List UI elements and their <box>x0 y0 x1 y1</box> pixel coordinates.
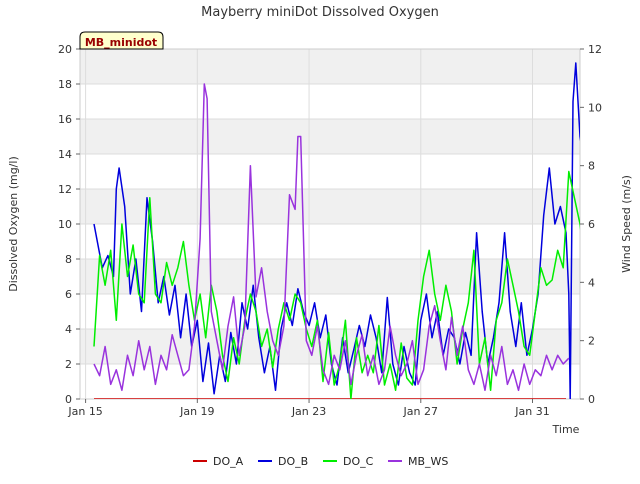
y-tick-label-left: 12 <box>58 183 72 196</box>
x-tick-label: Jan 15 <box>67 405 102 418</box>
legend-label-do-b: DO_B <box>278 455 308 468</box>
y-axis-label-left: Dissolved Oxygen (mg/l) <box>7 156 20 291</box>
series-layer <box>93 62 580 399</box>
y-tick-label-right: 2 <box>588 335 595 348</box>
background-band <box>80 119 580 154</box>
y-tick-label-left: 14 <box>58 148 72 161</box>
y-tick-label-left: 10 <box>58 218 72 231</box>
y-tick-label-left: 18 <box>58 78 72 91</box>
y-tick-label-left: 8 <box>65 253 72 266</box>
x-tick-label: Jan 27 <box>403 405 438 418</box>
legend-label-do-c: DO_C <box>343 455 374 468</box>
background-band <box>80 49 580 84</box>
y-tick-label-left: 2 <box>65 358 72 371</box>
y-tick-label-right: 4 <box>588 276 595 289</box>
x-tick-label: Jan 19 <box>179 405 214 418</box>
y-tick-label-left: 20 <box>58 43 72 56</box>
y-tick-label-right: 10 <box>588 101 602 114</box>
legend-label-do-a: DO_A <box>213 455 244 468</box>
chart-title: Mayberry miniDot Dissolved Oxygen <box>201 5 439 20</box>
x-tick-label: Jan 23 <box>291 405 326 418</box>
y-tick-label-left: 6 <box>65 288 72 301</box>
y-tick-label-left: 16 <box>58 113 72 126</box>
x-tick-label: Jan 31 <box>514 405 549 418</box>
station-label-box: MB_minidot <box>79 31 164 50</box>
background-band <box>80 189 580 224</box>
x-axis-label: Time <box>552 423 580 436</box>
series-line-do-c <box>93 170 580 399</box>
series-line-mb-ws <box>93 83 570 392</box>
legend-label-mb-ws: MB_WS <box>408 455 448 468</box>
background-bands <box>80 49 580 364</box>
legend: DO_A DO_B DO_C MB_WS <box>193 455 448 468</box>
y-tick-label-right: 6 <box>588 218 595 231</box>
y-axis-label-right: Wind Speed (m/s) <box>620 175 633 273</box>
station-label: MB_minidot <box>85 36 157 49</box>
axes: 0 2 4 6 8 10 12 14 16 18 20 0 2 4 6 8 10 12 Jan 15 Jan 19 Ja… <box>58 43 602 418</box>
y-tick-label-right: 12 <box>588 43 602 56</box>
y-tick-label-right: 8 <box>588 160 595 173</box>
y-tick-label-left: 0 <box>65 393 72 406</box>
y-tick-label-right: 0 <box>588 393 595 406</box>
y-tick-label-left: 4 <box>65 323 72 336</box>
